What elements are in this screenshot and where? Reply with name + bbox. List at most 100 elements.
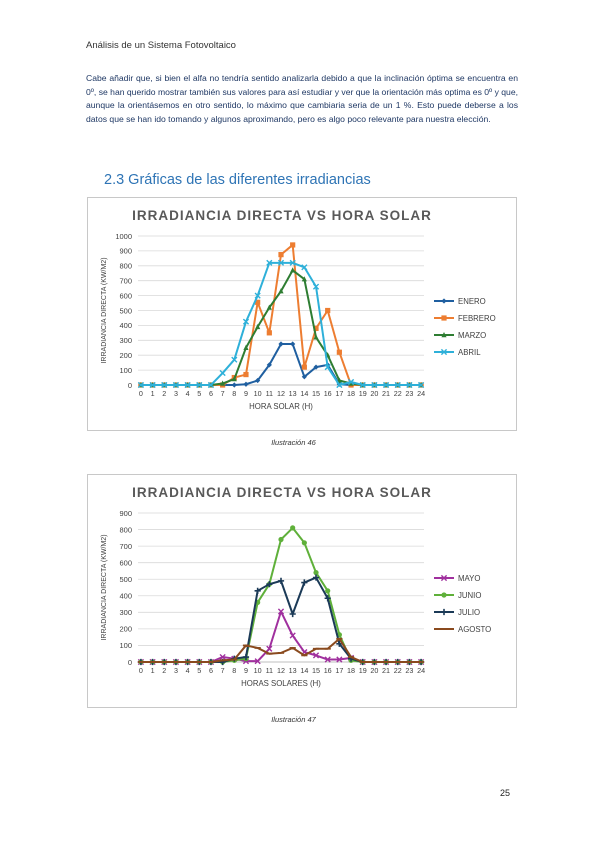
x-tick-label: 10	[254, 389, 262, 398]
series-marzo	[138, 267, 424, 388]
x-tick-label: 3	[174, 389, 178, 398]
x-tick-label: 1	[151, 666, 155, 675]
legend-marker	[440, 608, 448, 616]
data-point	[336, 349, 342, 355]
data-point	[255, 299, 261, 305]
x-tick-label: 5	[197, 666, 201, 675]
y-tick-label: 800	[119, 262, 132, 271]
data-point	[231, 356, 238, 363]
gridlines	[138, 512, 424, 663]
x-tick-label: 18	[347, 389, 355, 398]
x-tick-label: 24	[417, 389, 425, 398]
legend-label: FEBRERO	[458, 314, 496, 323]
data-point	[289, 632, 296, 639]
y-tick-label: 200	[119, 351, 132, 360]
x-tick-label: 15	[312, 666, 320, 675]
x-tick-label: 20	[370, 389, 378, 398]
section-title: 2.3 Gráficas de las diferentes irradianc…	[104, 172, 371, 188]
y-axis-label: IRRADIANCIA DIRECTA (KW/M2)	[101, 534, 108, 640]
x-tick-label: 8	[232, 389, 236, 398]
x-tick-label: 6	[209, 389, 213, 398]
data-point	[266, 645, 273, 652]
data-point	[266, 581, 273, 588]
data-point	[149, 381, 156, 389]
y-tick-label: 700	[119, 542, 132, 551]
series-enero	[138, 341, 424, 388]
data-point	[254, 658, 261, 665]
data-point	[254, 587, 261, 594]
series-mayo	[137, 608, 425, 666]
series-febrero	[138, 242, 424, 388]
data-point	[290, 267, 296, 273]
x-tick-label: 9	[244, 389, 248, 398]
document-header: Análisis de un Sistema Fotovoltaico	[86, 40, 236, 51]
x-tick-label: 13	[289, 666, 297, 675]
x-tick-label: 19	[359, 666, 367, 675]
data-point	[255, 323, 261, 330]
data-point	[231, 376, 237, 382]
data-point	[347, 378, 355, 386]
x-tick-label: 14	[300, 666, 308, 675]
data-point	[207, 381, 215, 389]
y-axis-label: IRRADIANCIA DIRECTA (KW/M2)	[101, 257, 108, 363]
x-tick-label: 15	[312, 389, 320, 398]
series-julio	[137, 574, 425, 666]
x-tick-label: 11	[266, 666, 273, 675]
data-point	[290, 341, 296, 347]
legend-label: AGOSTO	[458, 625, 491, 634]
chart-2: IRRADIANCIA DIRECTA VS HORA SOLAR0100200…	[101, 485, 491, 688]
data-point	[266, 330, 272, 336]
data-point	[312, 652, 320, 659]
series-line-julio	[140, 576, 422, 663]
y-tick-label: 600	[119, 291, 132, 300]
data-point	[289, 610, 296, 618]
x-tick-label: 17	[335, 666, 343, 675]
data-point	[301, 540, 307, 546]
intro-paragraph: Cabe añadir que, si bien el alfa no tend…	[86, 73, 518, 124]
x-tick-label: 22	[394, 666, 402, 675]
x-tick-label: 22	[394, 389, 402, 398]
data-point	[312, 283, 320, 290]
series-line-marzo	[140, 269, 422, 386]
data-point	[301, 264, 308, 271]
x-tick-label: 16	[324, 666, 332, 675]
series-line-agosto	[140, 637, 422, 663]
x-tick-label: 9	[244, 666, 248, 675]
legend-label: JUNIO	[458, 591, 481, 600]
series-abril	[137, 259, 425, 389]
data-point	[325, 307, 331, 314]
series-line-abril	[140, 261, 422, 386]
x-tick-label: 23	[405, 389, 413, 398]
data-point	[278, 252, 284, 258]
data-point	[382, 381, 390, 389]
chart-frame-1: IRRADIANCIA DIRECTA VS HORA SOLAR 0 100 200…	[87, 197, 517, 431]
x-tick-label: 0	[139, 666, 143, 675]
x-tick-label: 4	[186, 389, 190, 398]
x-tick-label: 21	[382, 389, 390, 398]
gridlines	[138, 235, 424, 386]
x-tick-label: 7	[221, 666, 225, 675]
data-point	[219, 653, 226, 661]
data-point	[266, 304, 272, 310]
data-point	[277, 608, 285, 615]
y-tick-label: 900	[119, 247, 132, 256]
chart-1: IRRADIANCIA DIRECTA VS HORA SOLAR0100200…	[101, 208, 496, 411]
x-tick-label: 8	[232, 666, 236, 675]
data-point	[266, 362, 272, 368]
x-tick-label: 18	[347, 666, 355, 675]
x-tick-label: 2	[162, 389, 166, 398]
y-tick-label: 900	[119, 509, 132, 518]
legend-marker	[440, 348, 448, 356]
data-point	[266, 259, 273, 266]
data-point	[289, 259, 296, 266]
caption-1: Ilustración 46	[271, 438, 316, 447]
series-line-enero	[140, 343, 422, 386]
data-point	[242, 653, 250, 661]
y-tick-label: 400	[119, 321, 132, 330]
y-tick-label: 600	[119, 558, 132, 567]
data-point	[137, 381, 145, 389]
data-point	[231, 382, 237, 388]
data-point	[336, 381, 343, 389]
x-axis-label: HORA SOLAR (H)	[249, 402, 313, 411]
x-tick-label: 21	[382, 666, 390, 675]
